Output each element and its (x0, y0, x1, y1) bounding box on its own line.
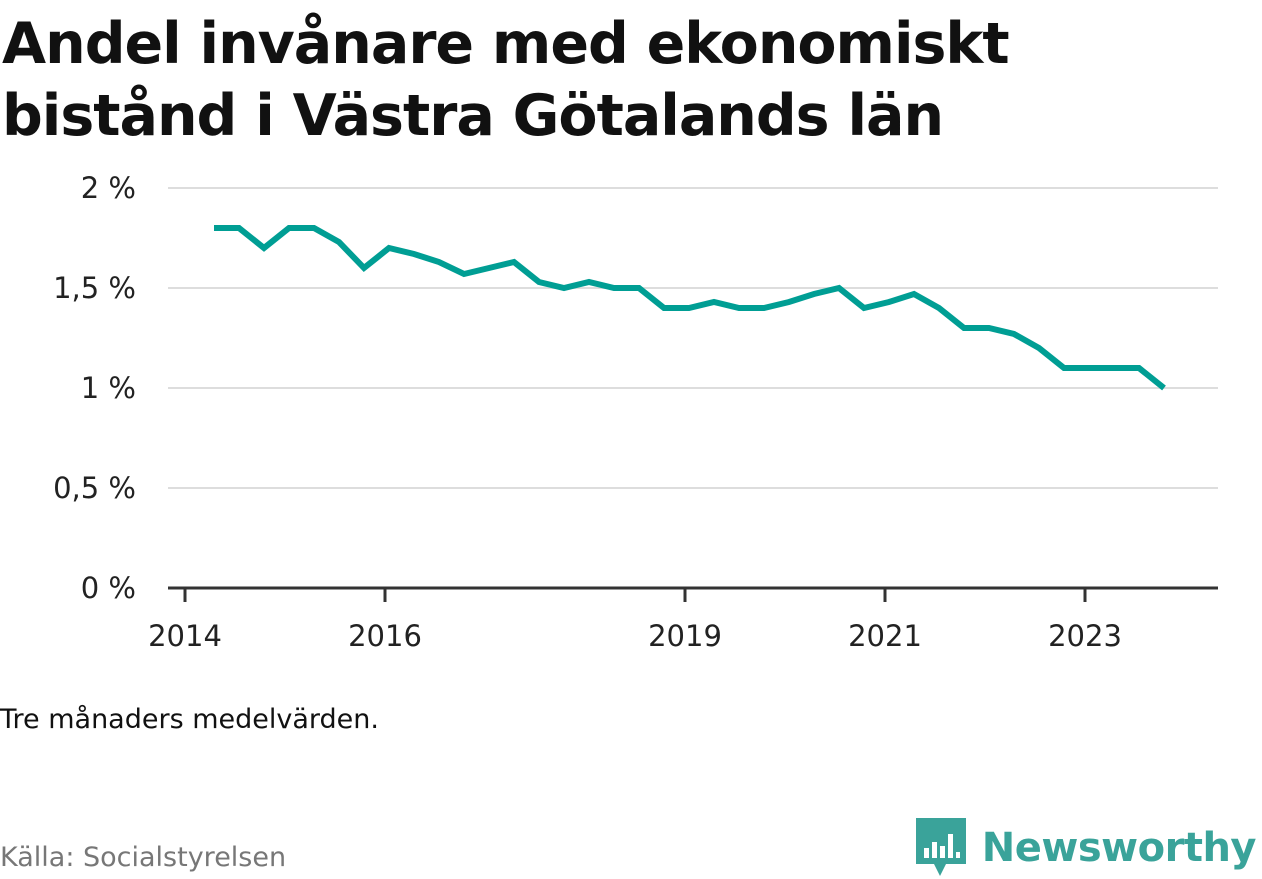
newsworthy-logo-icon (915, 818, 966, 876)
series-line-0 (214, 225, 1166, 391)
chart-title: Andel invånare med ekonomiskt bistånd i … (2, 8, 1242, 152)
series-group (214, 225, 1166, 391)
source-text: Källa: Socialstyrelsen (0, 842, 287, 873)
y-tick-label: 1,5 % (53, 271, 136, 305)
chart-title-line-1: Andel invånare med ekonomiskt (2, 11, 1010, 77)
brand-name: Newsworthy (981, 825, 1257, 871)
x-tick-label: 2021 (848, 619, 922, 653)
y-tick-label: 0,5 % (53, 471, 136, 505)
brand-logo: Newsworthy (915, 818, 1257, 878)
x-tick-label: 2019 (648, 619, 722, 653)
chart-title-line-2: bistånd i Västra Götalands län (2, 83, 944, 149)
grid-lines (168, 187, 1218, 489)
y-tick-label: 1 % (81, 371, 136, 405)
x-tick-label: 2023 (1048, 619, 1122, 653)
x-tick-label: 2014 (148, 619, 222, 653)
y-tick-label: 2 % (81, 171, 136, 205)
y-tick-label: 0 % (81, 571, 136, 605)
chart-note: Tre månaders medelvärden. (0, 704, 379, 735)
y-axis-ticks: 0 % 0,5 % 1 % 1,5 % 2 % (53, 171, 136, 605)
x-axis: 2014 2016 2019 2021 2023 (148, 586, 1218, 653)
x-tick-label: 2016 (348, 619, 422, 653)
